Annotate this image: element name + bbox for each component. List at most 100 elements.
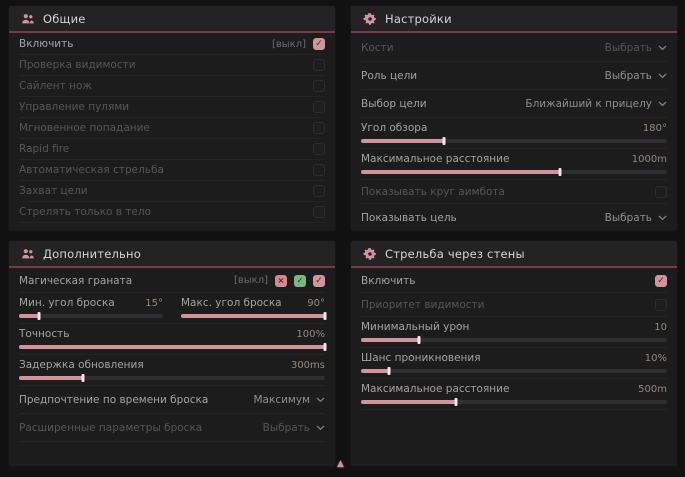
slider-value: 500m [638,384,667,395]
checkbox[interactable] [313,101,325,113]
row-controls [313,185,325,197]
row-стрелять-только-в-тело[interactable]: Стрелять только в тело [19,202,325,223]
row-controls [313,80,325,92]
broken-heart-icon[interactable]: × [275,274,287,287]
row-label: Включить [361,274,416,287]
slider-track[interactable] [361,398,667,406]
dropdown[interactable]: Ближайший к прицелу [525,98,667,110]
gear-icon [363,12,377,26]
dropdown-value: Выбрать [604,211,652,224]
row-label: Показывать цель [361,211,457,224]
panel-general: Общие Включить [выкл] ✓ Проверка видимости Са… [8,5,336,232]
row-label: Минимальный урон [361,321,470,333]
row-автоматическая-стрельба[interactable]: Автоматическая стрельба [19,160,325,181]
row-включить[interactable]: Включить ✓ [361,269,667,293]
row-сайлент-нож[interactable]: Сайлент нож [19,76,325,97]
checkbox[interactable] [313,59,325,71]
row-управление-пулями[interactable]: Управление пулями [19,97,325,118]
row-мгновенное-попадание[interactable]: Мгновенное попадание [19,118,325,139]
slider-track[interactable] [361,336,667,344]
row-включить[interactable]: Включить [выкл] ✓ [19,34,325,55]
dropdown-value: Ближайший к прицелу [525,97,652,110]
row-проверка-видимости[interactable]: Проверка видимости [19,55,325,76]
row-slider: Минимальный урон 10 [361,317,667,348]
row-dual-slider: Мин. угол броска 15° Макс. угол броска 90° [19,293,327,324]
clover-icon[interactable]: ✓ [294,274,306,287]
panel-settings: Настройки Кости Выбрать Роль цели Выбрать Выб… [350,5,678,232]
checkbox[interactable] [313,185,325,197]
checkbox[interactable] [655,298,667,311]
checkbox[interactable] [313,122,325,134]
dropdown[interactable]: Выбрать [605,42,667,54]
slider-left: Мин. угол броска 15° [19,297,163,320]
row-controls [313,101,325,113]
slider-track[interactable] [361,168,667,176]
row-dropdown: Кости Выбрать [361,34,667,62]
row-label: Задержка обновления [19,359,144,371]
checkbox[interactable] [313,164,325,176]
dropdown[interactable]: Выбрать [605,212,667,224]
gear-icon [363,247,377,261]
panel-body: Включить [выкл] ✓ Проверка видимости Сайлент… [9,33,335,231]
row-приоритет-видимости[interactable]: Приоритет видимости [361,293,667,317]
slider-handle[interactable] [417,336,421,344]
checkbox[interactable] [313,80,325,92]
slider-handle[interactable] [323,312,327,320]
slider-fill [19,345,325,349]
row-controls [655,298,667,311]
row-controls [313,143,325,155]
checkbox[interactable] [313,206,325,218]
slider-track[interactable] [361,367,667,375]
panel-header: Настройки [351,6,677,33]
row-label: Кости [361,41,394,54]
slider-handle[interactable] [37,312,41,320]
slider-track[interactable] [19,312,163,320]
slider-track[interactable] [19,343,327,351]
panel-additional: Дополнительно Магическая граната [выкл] × ✓ ✓… [8,240,336,467]
slider-track[interactable] [361,137,667,145]
row-label: Угол обзора [361,122,428,134]
row-label: Макс. угол броска [181,297,282,309]
slider-handle[interactable] [387,367,391,375]
dropdown[interactable]: Максимум [254,394,326,406]
row-rapid-fire[interactable]: Rapid fire [19,139,325,160]
slider-value: 90° [307,298,325,309]
slider-track[interactable] [19,374,325,382]
slider-value: 10 [654,322,667,333]
row-slider: Задержка обновления 300ms [19,355,325,386]
slider-handle[interactable] [558,168,562,176]
dropdown-value: Выбрать [262,421,310,434]
slider-track[interactable] [181,312,327,320]
row-dropdown: Показывать цель Выбрать [361,204,667,231]
row-показывать-круг-аимбота[interactable]: Показывать круг аимбота [361,180,667,204]
dropdown[interactable]: Выбрать [263,422,325,434]
cursor-triangle-icon: ▲ [337,459,344,469]
chevron-down-icon [316,425,325,431]
slider-handle[interactable] [81,374,85,382]
checkbox[interactable]: ✓ [313,38,325,50]
checkbox[interactable] [655,185,667,198]
slider-right: Макс. угол броска 90° [181,297,327,320]
dropdown[interactable]: Выбрать [605,70,667,82]
panel-title: Общие [43,11,86,26]
checkbox[interactable]: ✓ [313,274,325,287]
row-label: Магическая граната [19,274,133,287]
slider-value: 180° [642,123,667,134]
panel-title: Стрельба через стены [385,246,525,261]
checkbox[interactable]: ✓ [655,274,667,287]
row-label: Предпочтение по времени броска [19,393,209,406]
row-магическая-граната[interactable]: Магическая граната [выкл] × ✓ ✓ [19,269,325,293]
slider-handle[interactable] [323,343,327,351]
slider-handle[interactable] [442,137,446,145]
slider-value: 300ms [290,360,325,371]
slider-fill [361,170,560,174]
checkbox[interactable] [313,143,325,155]
row-dropdown: Предпочтение по времени броска Максимум [19,386,325,414]
slider-fill [19,314,40,318]
slider-handle[interactable] [454,398,458,406]
slider-fill [361,139,444,143]
row-dropdown: Роль цели Выбрать [361,62,667,90]
row-захват-цели[interactable]: Захват цели [19,181,325,202]
panel-body: Магическая граната [выкл] × ✓ ✓ Мин. угол бро… [9,268,335,466]
slider-value: 15° [145,298,163,309]
